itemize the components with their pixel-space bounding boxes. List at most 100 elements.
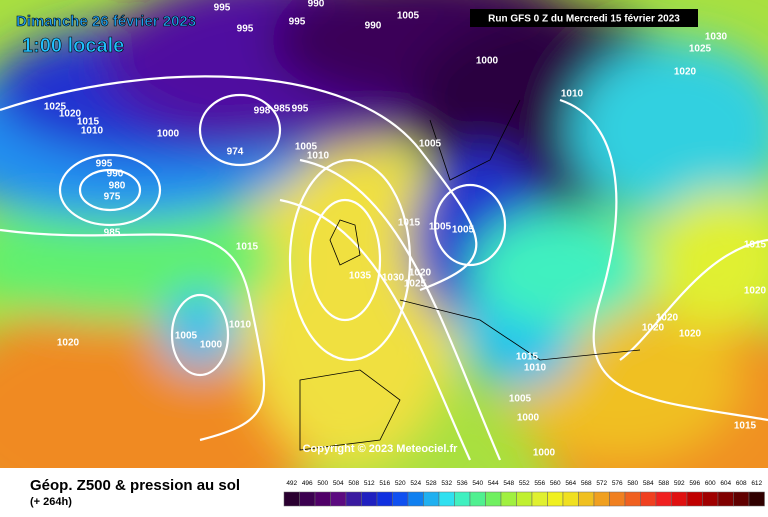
scale-swatch [686, 491, 703, 507]
scale-label: 548 [503, 480, 514, 487]
scale-label: 528 [426, 480, 437, 487]
scale-swatch [702, 491, 719, 507]
scale-label: 504 [333, 480, 344, 487]
isobar-label: 1005 [397, 11, 420, 22]
scale-swatch [717, 491, 734, 507]
scale-swatch [361, 491, 378, 507]
scale-swatch [283, 491, 300, 507]
isobar-label: 995 [292, 104, 309, 115]
scale-swatch [345, 491, 362, 507]
scale-swatch [299, 491, 316, 507]
isobar-label: 1020 [656, 313, 679, 324]
scale-swatch [531, 491, 548, 507]
scale-swatch [748, 491, 765, 507]
isobar-label: 1005 [295, 142, 318, 153]
scale-label: 536 [457, 480, 468, 487]
isobar-labels: 9959959959909901005100010101030102510201… [44, 0, 767, 459]
isobar-label: 1020 [642, 323, 665, 334]
scale-swatch [314, 491, 331, 507]
isobar-label: 1000 [517, 413, 540, 424]
scale-swatch [438, 491, 455, 507]
isobar-label: 1005 [419, 139, 442, 150]
isobar-label: 998 [254, 106, 271, 117]
isobar-label: 974 [227, 147, 244, 158]
scale-label: 556 [534, 480, 545, 487]
isobar-label: 1025 [404, 279, 427, 290]
scale-label: 496 [302, 480, 313, 487]
color-scale: 492 496 500 504 508 512 516 520 524 528 532 536 540 5… [283, 480, 765, 507]
scale-swatch [624, 491, 641, 507]
scale-label: 560 [550, 480, 561, 487]
scale-label: 524 [410, 480, 421, 487]
scale-swatch [485, 491, 502, 507]
scale-swatch [454, 491, 471, 507]
scale-label: 512 [364, 480, 375, 487]
isobar-label: 1020 [679, 329, 702, 340]
isobar-label: 1015 [516, 352, 539, 363]
scale-label: 516 [379, 480, 390, 487]
isobar-label: 1015 [77, 117, 100, 128]
scale-label: 540 [472, 480, 483, 487]
scale-label: 592 [674, 480, 685, 487]
isobar-label: 1010 [81, 126, 104, 137]
isobar-label: 1005 [452, 225, 475, 236]
scale-swatch [500, 491, 517, 507]
scale-label: 532 [441, 480, 452, 487]
isobar-label: 1000 [533, 448, 556, 459]
isobar-label: 995 [214, 3, 231, 14]
scale-swatch [578, 491, 595, 507]
isobar-label: 1005 [429, 222, 452, 233]
isobar-label: 985 [274, 104, 291, 115]
scale-label: 584 [643, 480, 654, 487]
isobar-label: 1010 [229, 320, 252, 331]
run-box [470, 9, 698, 27]
scale-swatch [640, 491, 657, 507]
scale-label: 500 [317, 480, 328, 487]
scale-label: 604 [720, 480, 731, 487]
isobar-label: 1025 [44, 102, 67, 113]
isobar-label: 1000 [200, 340, 223, 351]
isobar-label: 1020 [57, 338, 80, 349]
scale-swatch [376, 491, 393, 507]
scale-label: 588 [658, 480, 669, 487]
time: 1:00 locale [22, 35, 124, 57]
isobar-label: 1000 [476, 56, 499, 67]
lead-time: (+ 264h) [30, 496, 72, 508]
scale-swatch [469, 491, 486, 507]
run-info: Run GFS 0 Z du Mercredi 15 février 2023 [488, 14, 680, 25]
scale-swatch [423, 491, 440, 507]
scale-label: 580 [627, 480, 638, 487]
isobar-label: 1015 [398, 218, 421, 229]
isobar-label: 1010 [307, 151, 330, 162]
isobar-label: 990 [107, 169, 124, 180]
copyright: Copyright © 2023 Meteociel.fr [303, 443, 459, 455]
date: Dimanche 26 février 2023 [16, 13, 196, 30]
isobar-label: 995 [96, 159, 113, 170]
isobar-label: 1025 [689, 44, 712, 55]
isobar-label: 990 [365, 21, 382, 32]
scale-swatch [407, 491, 424, 507]
scale-swatch [392, 491, 409, 507]
scale-swatch [655, 491, 672, 507]
scale-swatch [547, 491, 564, 507]
isobar-label: 1020 [674, 67, 697, 78]
isobar-label: 1010 [524, 363, 547, 374]
isobar-label: 1000 [157, 129, 180, 140]
scale-label: 564 [565, 480, 576, 487]
scale-label: 568 [581, 480, 592, 487]
scale-swatch [330, 491, 347, 507]
isobar-label: 1015 [744, 240, 767, 251]
isobar-label: 1010 [561, 89, 584, 100]
scale-swatch [516, 491, 533, 507]
scale-swatch [593, 491, 610, 507]
scale-label: 520 [395, 480, 406, 487]
isobar-label: 1030 [705, 32, 728, 43]
isobar-label: 995 [237, 24, 254, 35]
isobar-label: 1005 [509, 394, 532, 405]
isobar-label: 1035 [349, 271, 372, 282]
scale-label: 552 [519, 480, 530, 487]
scale-label: 612 [751, 480, 762, 487]
isobar-label: 975 [104, 192, 121, 203]
